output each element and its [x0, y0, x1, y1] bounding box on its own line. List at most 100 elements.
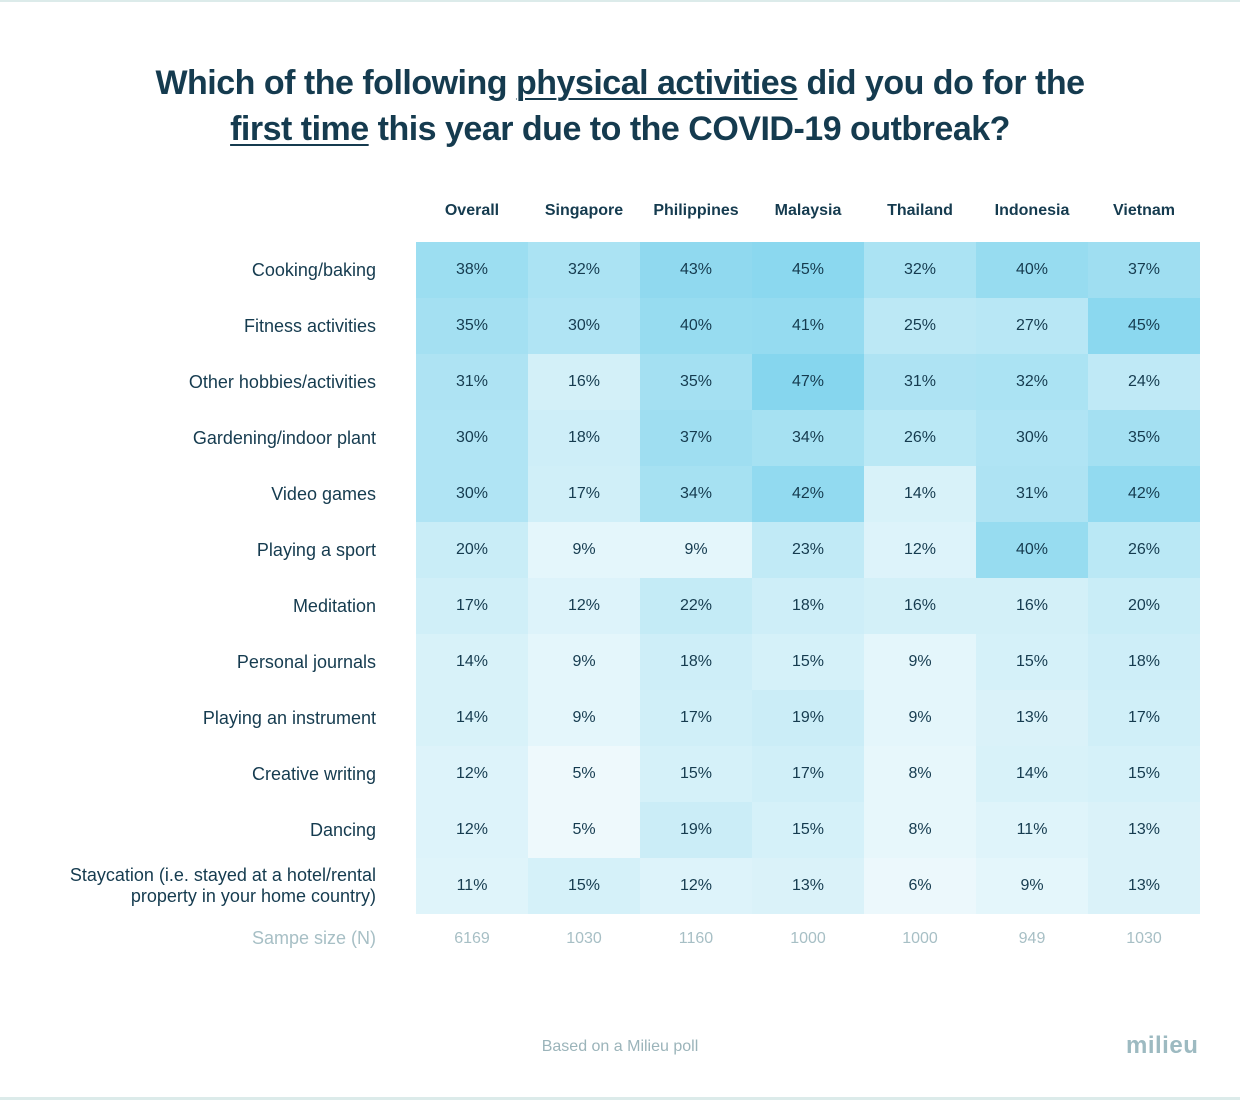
- row-label-dancing: Dancing: [20, 802, 376, 858]
- sample-size-value: 1000: [790, 930, 826, 947]
- heatmap-cell: 20%: [416, 522, 528, 578]
- heatmap-cell: 32%: [864, 242, 976, 298]
- heatmap-cell: 25%: [864, 298, 976, 354]
- heatmap-cell: 15%: [752, 634, 864, 690]
- heatmap-cell: 17%: [640, 690, 752, 746]
- heatmap-cell: 5%: [528, 746, 640, 802]
- sample-size-value: 1160: [678, 930, 714, 947]
- bottom-border: [0, 1097, 1240, 1100]
- heatmap-cell: 9%: [640, 522, 752, 578]
- heatmap-cell: 45%: [752, 242, 864, 298]
- heatmap-cell: 26%: [1088, 522, 1200, 578]
- row-label-meditation: Meditation: [20, 578, 376, 634]
- source-note: Based on a Milieu poll: [541, 1038, 699, 1055]
- heatmap-cell: 15%: [976, 634, 1088, 690]
- row-label-text: Gardening/indoor plant: [192, 427, 376, 448]
- column-header-malaysia: Malaysia: [774, 202, 842, 219]
- heatmap-cell: 19%: [752, 690, 864, 746]
- row-label-gardening-indoor-plant: Gardening/indoor plant: [20, 410, 376, 466]
- heatmap-cell: 16%: [864, 578, 976, 634]
- heatmap-cell: 18%: [640, 634, 752, 690]
- heatmap-cell: 40%: [640, 298, 752, 354]
- heatmap-cell: 43%: [640, 242, 752, 298]
- heatmap-cell: 30%: [416, 466, 528, 522]
- heatmap-cell: 9%: [528, 522, 640, 578]
- heatmap-cell: 34%: [752, 410, 864, 466]
- row-label-text: Staycation (i.e. stayed at a hotel/renta…: [69, 865, 376, 906]
- column-header-philippines: Philippines: [653, 202, 739, 219]
- row-label-text: Fitness activities: [243, 315, 376, 336]
- heatmap-cell: 31%: [864, 354, 976, 410]
- heatmap-cell: 22%: [640, 578, 752, 634]
- heatmap-cell: 9%: [864, 690, 976, 746]
- heatmap-cell: 16%: [528, 354, 640, 410]
- heatmap-cell: 35%: [640, 354, 752, 410]
- row-label-text: Personal journals: [236, 651, 376, 672]
- row-label-text: Playing a sport: [256, 539, 376, 560]
- heatmap-cell: 8%: [864, 802, 976, 858]
- title-text: this year due to the COVID-19 outbreak?: [368, 110, 1011, 148]
- heatmap-cell: 37%: [1088, 242, 1200, 298]
- title-text: did you do for the: [797, 64, 1085, 102]
- heatmap-cell: 13%: [976, 690, 1088, 746]
- row-label-text: Other hobbies/activities: [188, 371, 376, 392]
- sample-size-value: 1030: [566, 930, 602, 947]
- heatmap-cell: 14%: [416, 634, 528, 690]
- row-label-text: Dancing: [309, 819, 376, 840]
- heatmap-cell: 45%: [1088, 298, 1200, 354]
- heatmap-cell: 47%: [752, 354, 864, 410]
- heatmap-cell: 14%: [976, 746, 1088, 802]
- heatmap-cell: 26%: [864, 410, 976, 466]
- heatmap-cell: 38%: [416, 242, 528, 298]
- heatmap-cell: 13%: [1088, 858, 1200, 914]
- heatmap-cell: 12%: [640, 858, 752, 914]
- column-header-thailand: Thailand: [887, 202, 953, 219]
- heatmap-cell: 30%: [416, 410, 528, 466]
- sample-size-label: Sampe size (N): [251, 928, 376, 948]
- row-label-text: Playing an instrument: [202, 707, 376, 728]
- heatmap-cell: 42%: [1088, 466, 1200, 522]
- heatmap-cell: 5%: [528, 802, 640, 858]
- title-emphasis-first-time: first time: [230, 110, 369, 148]
- top-border: [0, 0, 1240, 2]
- heatmap-cell: 20%: [1088, 578, 1200, 634]
- heatmap-cell: 15%: [1088, 746, 1200, 802]
- heatmap-cell: 31%: [416, 354, 528, 410]
- heatmap-cell: 8%: [864, 746, 976, 802]
- heatmap-cell: 35%: [416, 298, 528, 354]
- heatmap-cell: 24%: [1088, 354, 1200, 410]
- heatmap-cell: 32%: [976, 354, 1088, 410]
- milieu-logo: milieu: [1126, 1032, 1199, 1059]
- heatmap-cell: 18%: [1088, 634, 1200, 690]
- column-header-vietnam: Vietnam: [1113, 202, 1175, 219]
- heatmap-cell: 13%: [1088, 802, 1200, 858]
- heatmap-cell: 16%: [976, 578, 1088, 634]
- sample-size-value: 6169: [454, 930, 490, 947]
- heatmap-cell: 15%: [752, 802, 864, 858]
- heatmap-cell: 40%: [976, 522, 1088, 578]
- heatmap-cell: 18%: [528, 410, 640, 466]
- row-label-playing-a-sport: Playing a sport: [20, 522, 376, 578]
- heatmap-cell: 9%: [976, 858, 1088, 914]
- row-label-fitness-activities: Fitness activities: [20, 298, 376, 354]
- heatmap-cell: 42%: [752, 466, 864, 522]
- column-header-singapore: Singapore: [544, 202, 624, 219]
- heatmap-cell: 12%: [864, 522, 976, 578]
- heatmap-cell: 23%: [752, 522, 864, 578]
- heatmap-cell: 9%: [528, 690, 640, 746]
- heatmap-cell: 41%: [752, 298, 864, 354]
- row-label-cooking-baking: Cooking/baking: [20, 242, 376, 298]
- heatmap-cell: 15%: [528, 858, 640, 914]
- sample-size-value: 949: [1018, 930, 1046, 947]
- row-label-text: Creative writing: [251, 763, 376, 784]
- chart-title: Which of the following physical activiti…: [0, 60, 1240, 152]
- heatmap-cell: 18%: [752, 578, 864, 634]
- row-label-creative-writing: Creative writing: [20, 746, 376, 802]
- heatmap-cell: 32%: [528, 242, 640, 298]
- heatmap-cell: 9%: [864, 634, 976, 690]
- heatmap-cell: 14%: [416, 690, 528, 746]
- heatmap-cell: 11%: [976, 802, 1088, 858]
- heatmap-cell: 35%: [1088, 410, 1200, 466]
- heatmap-cell: 12%: [416, 802, 528, 858]
- heatmap-cell: 40%: [976, 242, 1088, 298]
